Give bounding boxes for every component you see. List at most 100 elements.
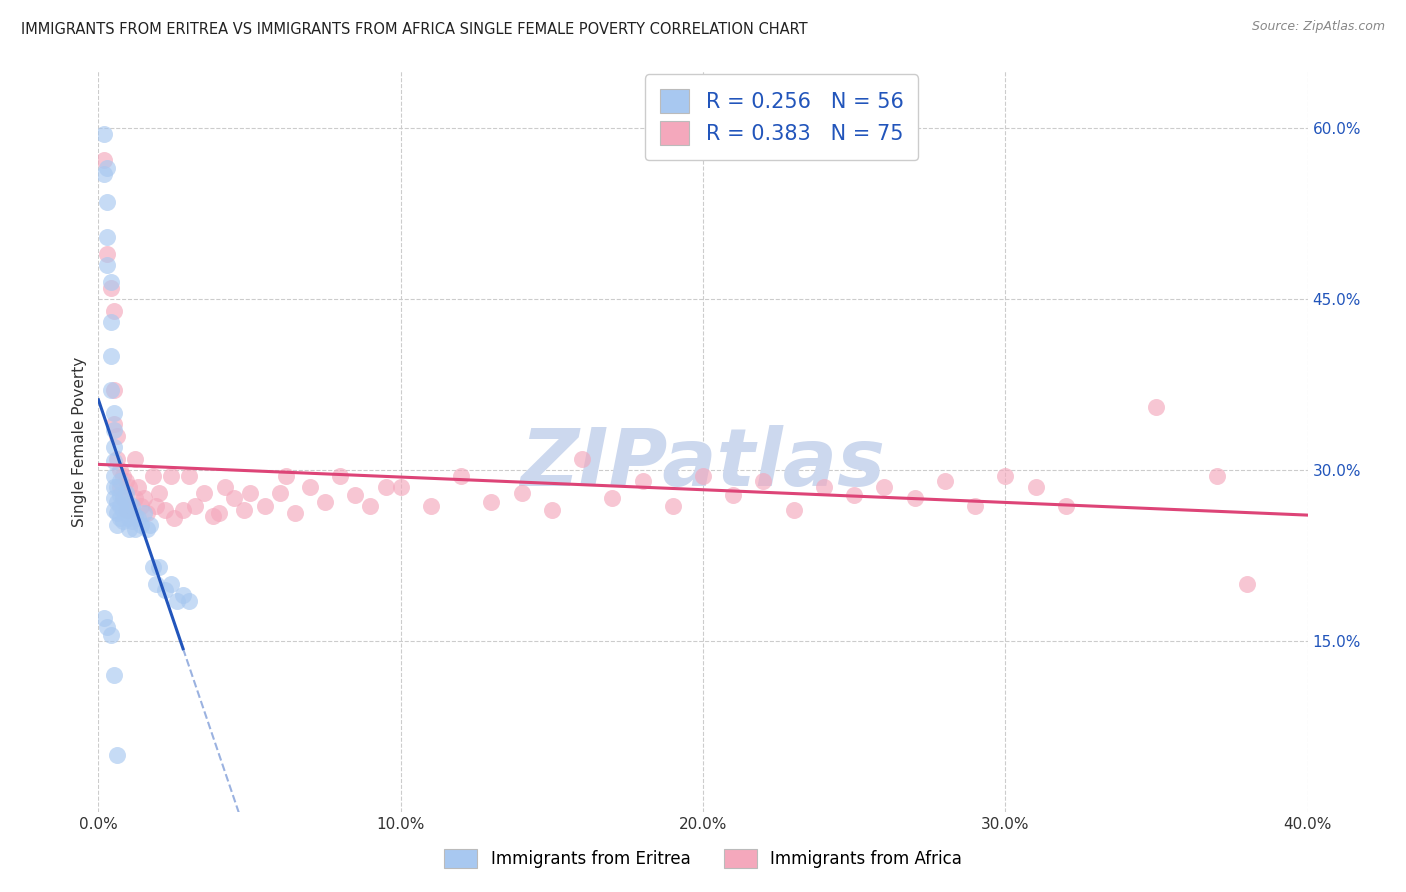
Point <box>160 577 183 591</box>
Point <box>166 594 188 608</box>
Point <box>994 468 1017 483</box>
Point <box>103 423 125 437</box>
Point <box>124 491 146 506</box>
Point <box>118 503 141 517</box>
Point <box>631 475 654 489</box>
Point <box>100 281 122 295</box>
Text: ZIPatlas: ZIPatlas <box>520 425 886 503</box>
Point <box>108 511 131 525</box>
Point <box>202 508 225 523</box>
Point <box>114 503 136 517</box>
Point <box>253 500 276 514</box>
Point <box>602 491 624 506</box>
Point <box>111 514 134 528</box>
Point <box>93 167 115 181</box>
Point <box>93 127 115 141</box>
Point <box>142 468 165 483</box>
Point <box>232 503 254 517</box>
Point <box>103 384 125 398</box>
Point <box>96 246 118 260</box>
Point <box>153 582 176 597</box>
Point <box>1054 500 1077 514</box>
Point <box>160 468 183 483</box>
Point <box>108 480 131 494</box>
Legend: R = 0.256   N = 56, R = 0.383   N = 75: R = 0.256 N = 56, R = 0.383 N = 75 <box>645 74 918 160</box>
Point <box>450 468 472 483</box>
Legend: Immigrants from Eritrea, Immigrants from Africa: Immigrants from Eritrea, Immigrants from… <box>437 842 969 875</box>
Point <box>145 577 167 591</box>
Point <box>108 488 131 502</box>
Point <box>103 417 125 432</box>
Point <box>100 315 122 329</box>
Point <box>208 506 231 520</box>
Point <box>1144 401 1167 415</box>
Point <box>118 497 141 511</box>
Point <box>111 468 134 483</box>
Point <box>172 588 194 602</box>
Point <box>314 495 336 509</box>
Point <box>420 500 443 514</box>
Point <box>934 475 956 489</box>
Point <box>148 485 170 500</box>
Point <box>813 480 835 494</box>
Point <box>118 480 141 494</box>
Point <box>114 503 136 517</box>
Point <box>723 488 745 502</box>
Point <box>1236 577 1258 591</box>
Point <box>132 506 155 520</box>
Point <box>179 468 201 483</box>
Point <box>965 500 987 514</box>
Point <box>108 475 131 489</box>
Point <box>389 480 412 494</box>
Point <box>121 500 143 514</box>
Point <box>360 500 382 514</box>
Point <box>142 559 165 574</box>
Point <box>135 506 157 520</box>
Point <box>540 503 562 517</box>
Y-axis label: Single Female Poverty: Single Female Poverty <box>72 357 87 526</box>
Point <box>108 500 131 514</box>
Point <box>100 349 122 363</box>
Point <box>269 485 291 500</box>
Point <box>105 506 128 520</box>
Point <box>96 620 118 634</box>
Point <box>239 485 262 500</box>
Text: Source: ZipAtlas.com: Source: ZipAtlas.com <box>1251 20 1385 33</box>
Point <box>118 522 141 536</box>
Point <box>103 440 125 454</box>
Point <box>114 485 136 500</box>
Point <box>224 491 246 506</box>
Point <box>193 485 215 500</box>
Point <box>105 451 128 466</box>
Point <box>844 488 866 502</box>
Point <box>184 500 207 514</box>
Point <box>179 594 201 608</box>
Point <box>139 517 162 532</box>
Point <box>344 488 367 502</box>
Point <box>124 522 146 536</box>
Point <box>96 161 118 176</box>
Point <box>148 559 170 574</box>
Point <box>661 500 683 514</box>
Point <box>129 517 152 532</box>
Point <box>132 491 155 506</box>
Point <box>904 491 927 506</box>
Point <box>124 508 146 523</box>
Point <box>105 747 128 762</box>
Point <box>692 468 714 483</box>
Point <box>105 480 128 494</box>
Point <box>103 480 125 494</box>
Point <box>873 480 896 494</box>
Point <box>1024 480 1046 494</box>
Point <box>100 275 122 289</box>
Point <box>172 503 194 517</box>
Point <box>1206 468 1229 483</box>
Point <box>111 491 134 506</box>
Point <box>93 153 115 168</box>
Point <box>127 480 149 494</box>
Point <box>121 514 143 528</box>
Point <box>214 480 236 494</box>
Text: IMMIGRANTS FROM ERITREA VS IMMIGRANTS FROM AFRICA SINGLE FEMALE POVERTY CORRELAT: IMMIGRANTS FROM ERITREA VS IMMIGRANTS FR… <box>21 22 807 37</box>
Point <box>124 451 146 466</box>
Point <box>284 506 307 520</box>
